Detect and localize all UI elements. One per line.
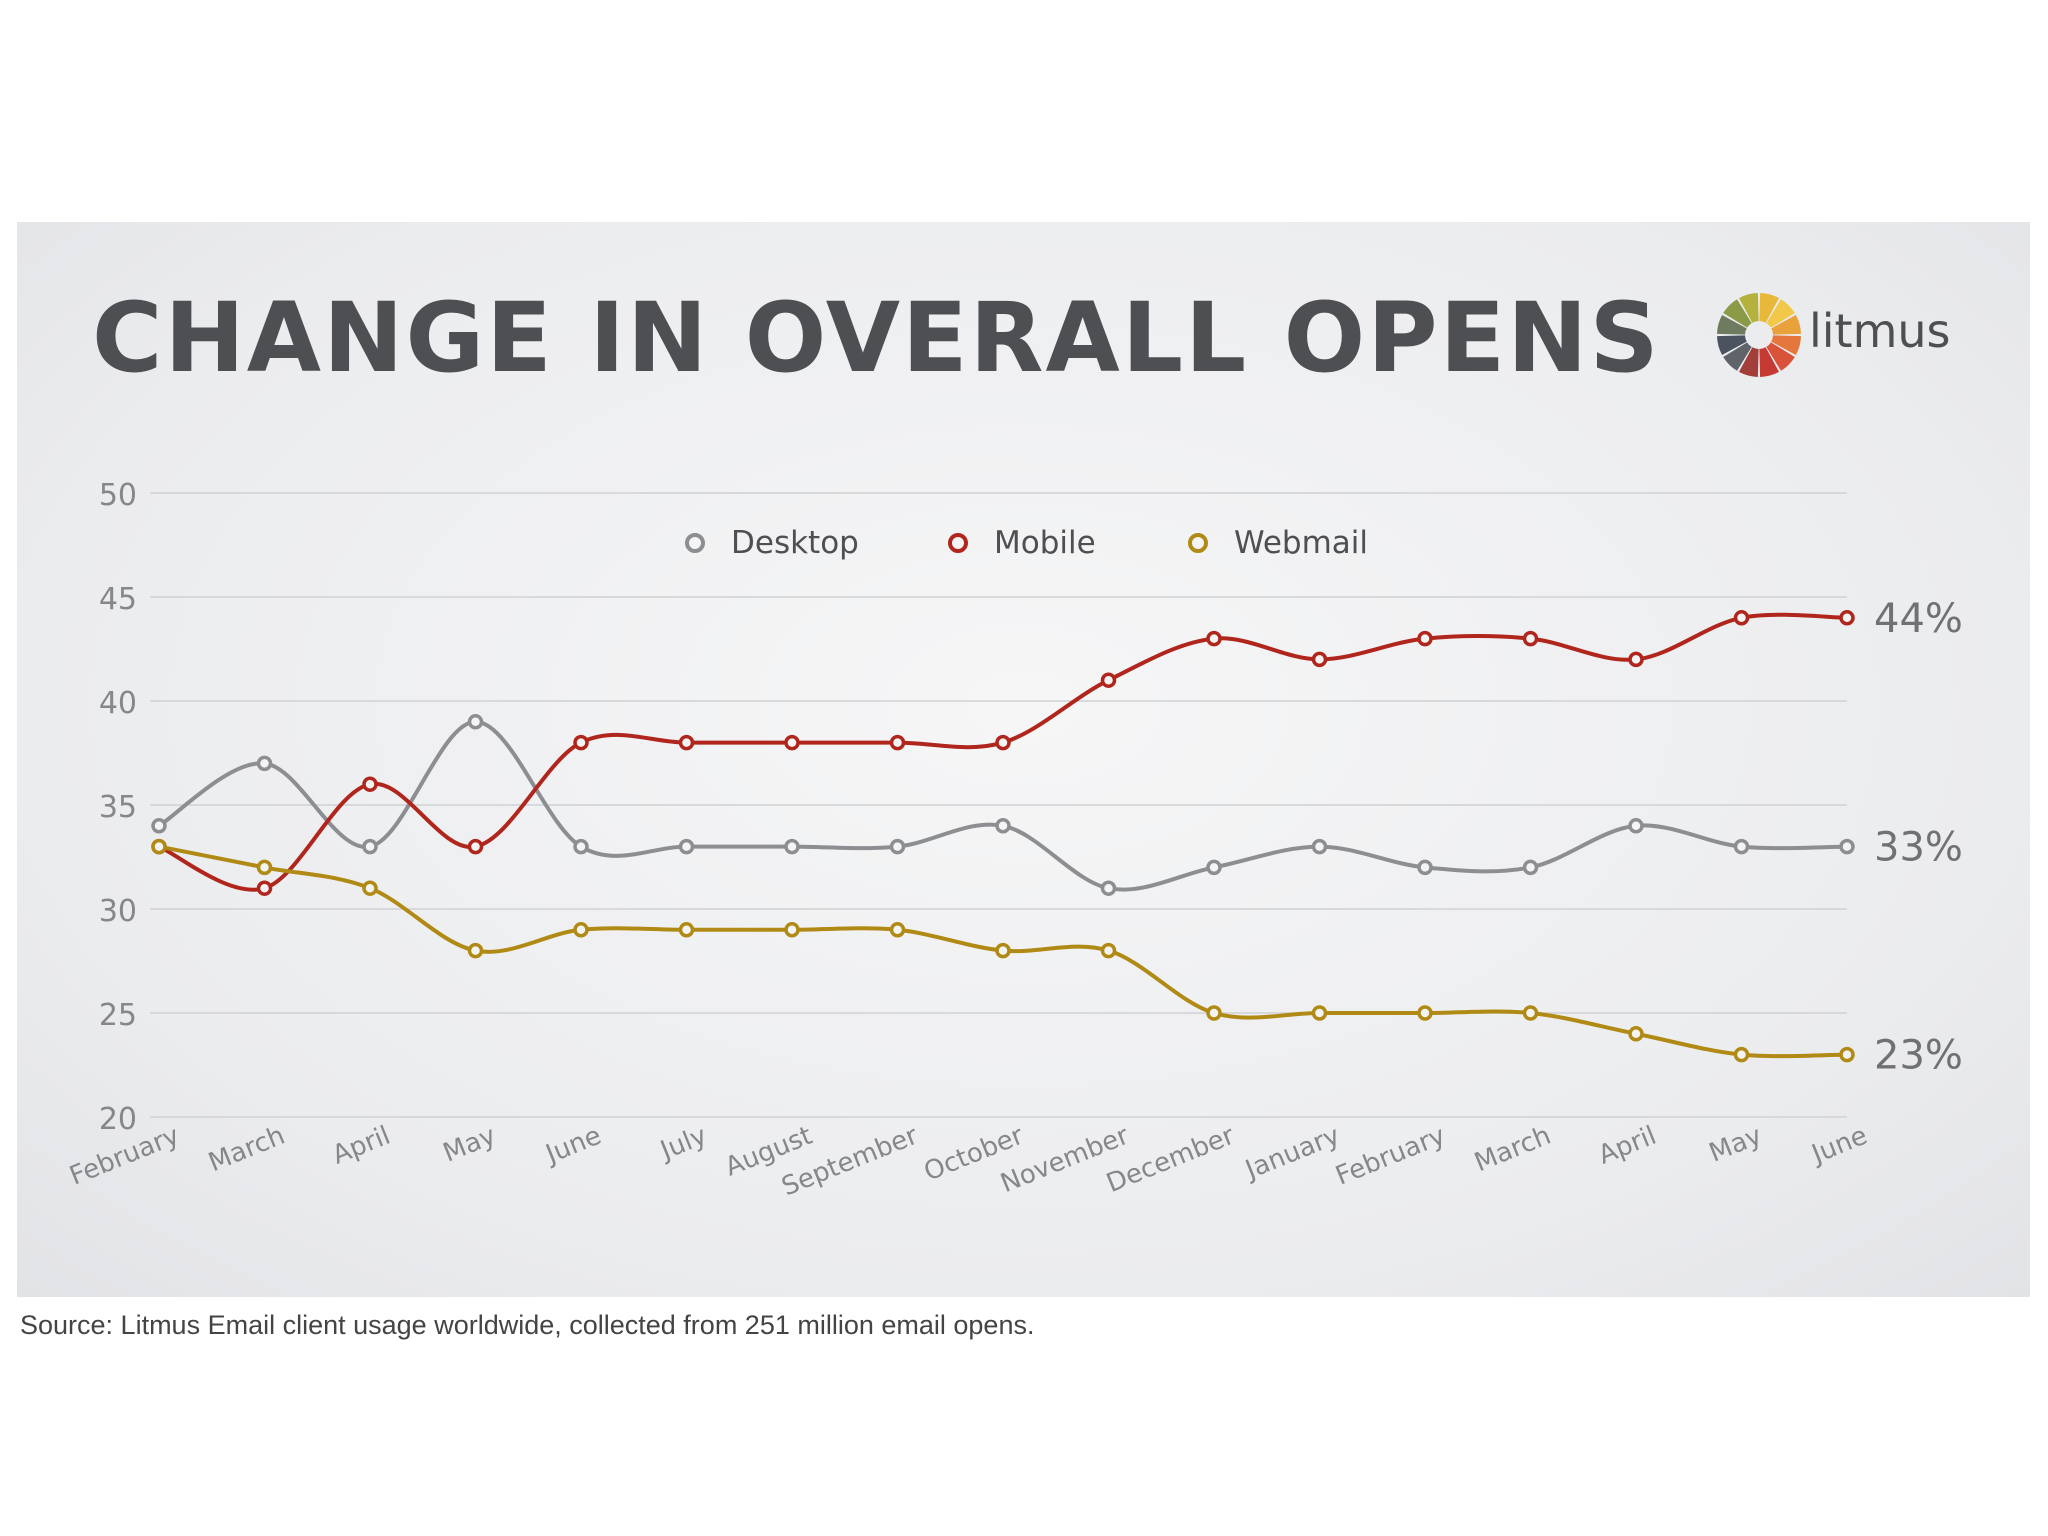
data-point-webmail xyxy=(573,922,589,938)
series-line-mobile xyxy=(158,612,1848,892)
data-point-webmail xyxy=(362,880,378,896)
data-point-mobile xyxy=(678,734,695,751)
logo-segment xyxy=(1723,299,1752,328)
logo-segment xyxy=(1717,314,1747,335)
logo-segment xyxy=(1766,299,1795,328)
data-point-desktop xyxy=(1733,838,1750,855)
data-point-mobile xyxy=(1628,651,1644,668)
data-point-webmail xyxy=(784,922,800,938)
data-point-desktop xyxy=(1100,880,1117,896)
data-point-mobile xyxy=(362,776,378,792)
data-point-webmail xyxy=(1839,1046,1855,1063)
y-tick-label: 20 xyxy=(99,1102,137,1137)
x-tick-label: January xyxy=(1240,1121,1344,1186)
brand-name: litmus xyxy=(1809,304,1951,358)
x-tick-label: March xyxy=(1470,1121,1555,1179)
data-point-desktop xyxy=(256,755,273,772)
data-point-mobile xyxy=(1733,610,1750,626)
data-point-webmail xyxy=(151,838,167,855)
end-label-webmail: 23% xyxy=(1874,1033,1963,1079)
legend-label-desktop: Desktop xyxy=(731,525,859,561)
legend-label-webmail: Webmail xyxy=(1234,525,1368,561)
data-point-mobile xyxy=(467,838,484,855)
data-point-webmail xyxy=(256,859,273,876)
y-tick-label: 30 xyxy=(99,894,137,929)
data-point-desktop xyxy=(1206,859,1222,876)
logo-segment xyxy=(1766,342,1795,371)
data-point-webmail xyxy=(1417,1005,1433,1021)
data-point-mobile xyxy=(1522,630,1539,647)
legend-label-mobile: Mobile xyxy=(994,525,1096,561)
brand-logo: litmus xyxy=(1714,290,1954,380)
logo-segment xyxy=(1723,342,1752,371)
data-point-webmail xyxy=(1311,1005,1328,1021)
data-point-mobile xyxy=(1206,630,1222,647)
data-point-webmail xyxy=(678,922,695,938)
data-point-webmail xyxy=(1100,942,1117,959)
chart-panel: CHANGE IN OVERALL OPENS litmus xyxy=(17,222,2030,1297)
x-tick-label: March xyxy=(204,1121,289,1179)
logo-segment xyxy=(1759,347,1780,377)
series-line-desktop xyxy=(157,719,1848,892)
data-point-desktop xyxy=(573,838,589,855)
data-point-desktop xyxy=(784,838,800,855)
x-tick-label: April xyxy=(1594,1121,1660,1171)
x-tick-label: June xyxy=(540,1121,606,1171)
data-point-desktop xyxy=(467,714,484,730)
logo-segment xyxy=(1771,314,1801,335)
data-point-mobile xyxy=(1417,630,1433,647)
line-chart: 50 45 40 35 30 25 20 February March April May June J… xyxy=(66,478,1963,1202)
data-point-webmail xyxy=(1522,1005,1539,1021)
y-tick-label: 35 xyxy=(99,790,137,825)
legend-marker-desktop xyxy=(685,533,705,553)
data-point-mobile xyxy=(784,734,800,751)
data-point-mobile xyxy=(256,880,273,896)
y-tick-label: 40 xyxy=(99,686,137,721)
logo-segment xyxy=(1738,293,1759,323)
data-point-mobile xyxy=(995,734,1011,751)
x-tick-label: July xyxy=(655,1121,711,1167)
data-point-desktop xyxy=(1839,838,1855,855)
x-tick-label: June xyxy=(1806,1121,1872,1171)
y-tick-label: 50 xyxy=(99,478,137,513)
y-tick-label: 25 xyxy=(99,998,137,1033)
logo-segment xyxy=(1738,347,1759,377)
logo-segment xyxy=(1759,293,1780,323)
y-tick-label: 45 xyxy=(99,582,137,617)
data-point-mobile xyxy=(889,734,906,751)
data-point-webmail xyxy=(1733,1046,1750,1063)
data-point-desktop xyxy=(678,838,695,855)
logo-segment xyxy=(1771,335,1801,356)
end-label-mobile: 44% xyxy=(1874,596,1963,642)
data-point-webmail xyxy=(995,942,1011,959)
source-note: Source: Litmus Email client usage worldw… xyxy=(20,1310,1035,1340)
data-point-desktop xyxy=(889,838,906,855)
legend-marker-webmail xyxy=(1188,533,1208,553)
litmus-logo-icon xyxy=(1717,293,1801,377)
logo-segment xyxy=(1717,335,1747,356)
data-point-mobile xyxy=(1311,651,1328,668)
data-point-webmail xyxy=(1628,1026,1644,1042)
data-point-mobile xyxy=(1100,672,1117,688)
x-tick-label: February xyxy=(1332,1121,1450,1192)
data-point-webmail xyxy=(467,942,484,959)
data-point-desktop xyxy=(1628,818,1644,834)
data-point-desktop xyxy=(1417,859,1433,876)
x-tick-label: May xyxy=(1705,1121,1766,1169)
data-point-desktop xyxy=(1522,859,1539,876)
x-tick-label: April xyxy=(328,1121,394,1171)
data-point-mobile xyxy=(1839,610,1855,626)
end-label-desktop: 33% xyxy=(1874,825,1963,871)
data-point-desktop xyxy=(1311,838,1328,855)
data-point-mobile xyxy=(573,734,589,751)
data-point-webmail xyxy=(889,922,906,938)
chart-title: CHANGE IN OVERALL OPENS xyxy=(92,282,1661,394)
legend-marker-mobile xyxy=(948,533,968,553)
data-point-webmail xyxy=(1206,1005,1222,1021)
data-point-desktop xyxy=(362,838,378,855)
data-point-desktop xyxy=(151,818,167,834)
x-tick-label: May xyxy=(439,1121,500,1169)
data-point-desktop xyxy=(995,818,1011,834)
